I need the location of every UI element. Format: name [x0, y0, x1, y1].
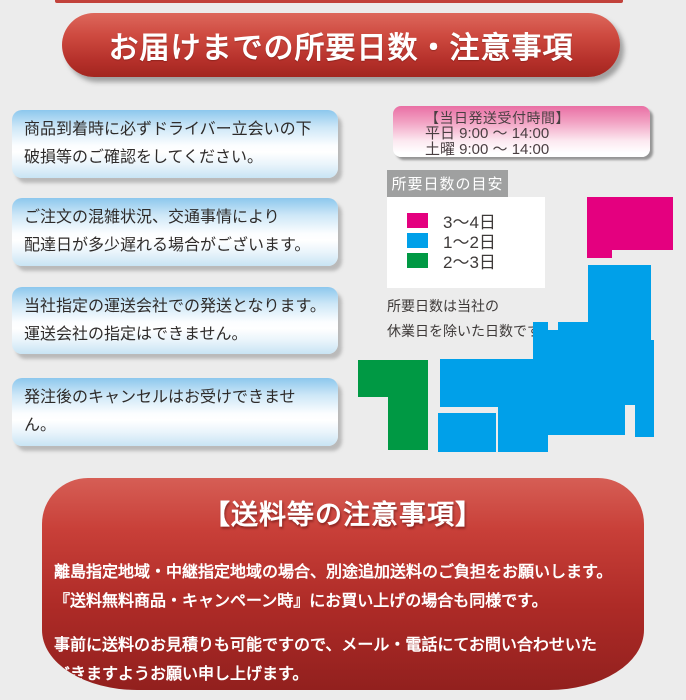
saturday-hours: 土曜 9:00 ～ 14:00: [425, 141, 550, 158]
weekday-hours: 平日 9:00 ～ 14:00: [425, 125, 550, 142]
legend-title: 所要日数の目安: [391, 176, 504, 193]
shipping-notice-title: 【送料等の注意事項】: [203, 500, 483, 530]
note-text: 発注後のキャンセルはお受けできません。: [24, 389, 296, 434]
note-box-cancel: 発注後のキャンセルはお受けできません。: [12, 378, 338, 446]
note-text: ご注文の混雑状況、交通事情により 配達日が多少遅れる場合がございます。: [24, 209, 311, 254]
page-title: お届けまでの所要日数・注意事項: [108, 32, 574, 65]
map-region-kyushu: [358, 360, 428, 450]
shipping-notice-box: 【送料等の注意事項】 離島指定地域・中継指定地域の場合、別途追加送料のご負担をお…: [42, 478, 644, 690]
note-box-delay: ご注文の混雑状況、交通事情により 配達日が多少遅れる場合がございます。: [12, 198, 338, 266]
legend-row: 3～4日: [387, 210, 545, 232]
legend-row: 1～2日: [387, 230, 545, 252]
note-box-carrier: 当社指定の運送会社での発送となります。 運送会社の指定はできません。: [12, 287, 338, 354]
legend-label: 3～4日: [443, 212, 496, 232]
shipping-notice-paragraph: 離島指定地域・中継指定地域の場合、別途追加送料のご負担をお願いします。 『送料無…: [54, 564, 613, 610]
legend-swatch-magenta-icon: [407, 212, 428, 228]
legend-header: 所要日数の目安: [387, 170, 508, 197]
legend-swatch-blue-icon: [407, 232, 428, 248]
shipping-notice-paragraph: 事前に送料のお見積りも可能ですので、メール・電話にてお問い合わせいた だきますよ…: [54, 637, 597, 683]
legend-swatch-green-icon: [407, 252, 428, 268]
legend-label: 1～2日: [443, 232, 496, 252]
same-day-shipping-title: 【当日発送受付時間】: [425, 110, 570, 126]
legend-row: 2～3日: [387, 250, 545, 272]
same-day-shipping-box: 【当日発送受付時間】 平日 9:00 ～ 14:00 土曜 9:00 ～ 14:…: [393, 106, 650, 158]
note-box-driver-check: 商品到着時に必ずドライバー立会いの下 破損等のご確認をしてください。: [12, 110, 338, 178]
legend-label: 2～3日: [443, 252, 496, 272]
header-banner: お届けまでの所要日数・注意事項: [62, 13, 620, 77]
map-region-hokkaido: [587, 197, 673, 258]
map-region-shikoku: [438, 413, 496, 452]
note-text: 当社指定の運送会社での発送となります。 運送会社の指定はできません。: [24, 297, 326, 343]
note-text: 商品到着時に必ずドライバー立会いの下 破損等のご確認をしてください。: [24, 121, 312, 166]
legend-note: 所要日数は当社の 休業日を除いた日数です。: [387, 298, 554, 339]
map-region-honshu: [440, 265, 654, 452]
cutoff-banner-strip: [55, 0, 623, 3]
legend-panel: 3～4日 1～2日 2～3日: [387, 197, 545, 288]
